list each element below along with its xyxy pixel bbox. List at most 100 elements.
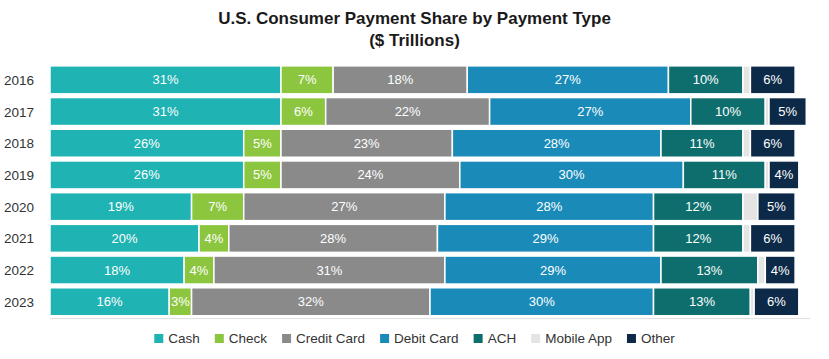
- data-label: 10%: [693, 72, 719, 87]
- bar-segment: [460, 161, 684, 189]
- bar-segment: [50, 193, 192, 221]
- data-label: 26%: [134, 167, 160, 182]
- y-tick-label: 2021: [4, 231, 34, 246]
- bar-segment: [654, 288, 751, 316]
- x-axis-line: [50, 318, 810, 319]
- data-label: 20%: [111, 231, 137, 246]
- data-label: 27%: [331, 199, 357, 214]
- bar-segment: [169, 288, 191, 316]
- bar-segment: [654, 193, 743, 221]
- bar-segment: [750, 129, 795, 157]
- data-label: 18%: [387, 72, 413, 87]
- data-label: 7%: [208, 199, 227, 214]
- data-label: 28%: [544, 136, 570, 151]
- data-label: 30%: [529, 294, 555, 309]
- bar-segment: [445, 193, 654, 221]
- bar-segment: [683, 161, 765, 189]
- data-label: 6%: [294, 104, 313, 119]
- legend-label: ACH: [488, 331, 517, 346]
- data-label: 5%: [767, 199, 786, 214]
- data-label: 4%: [771, 263, 790, 278]
- legend-label: Other: [641, 331, 675, 346]
- bar-segment: [691, 98, 766, 126]
- y-tick-label: 2017: [4, 105, 34, 120]
- data-label: 11%: [712, 167, 737, 182]
- data-label: 13%: [696, 263, 722, 278]
- legend-item: Debit Card: [380, 331, 459, 346]
- bar-segment: [281, 161, 460, 189]
- bar-segment: [50, 129, 244, 157]
- y-tick-label: 2016: [4, 73, 34, 88]
- bar-segment: [326, 98, 490, 126]
- bar-segment: [758, 256, 765, 284]
- data-label: 18%: [104, 263, 130, 278]
- data-label: 19%: [108, 199, 134, 214]
- legend-item: Other: [627, 331, 675, 346]
- bar-segment: [192, 288, 430, 316]
- bar-segment: [214, 256, 445, 284]
- data-label: 26%: [134, 136, 160, 151]
- data-label: 13%: [689, 294, 715, 309]
- data-label: 27%: [555, 72, 581, 87]
- legend: Cash Check Credit Card Debit Card ACH Mobile …: [154, 331, 675, 346]
- data-label: 6%: [763, 136, 782, 151]
- data-label: 32%: [298, 294, 324, 309]
- data-label: 24%: [357, 167, 383, 182]
- data-label: 27%: [577, 104, 603, 119]
- bar-segment: [452, 129, 661, 157]
- bar-segment: [769, 161, 799, 189]
- data-label: 28%: [536, 199, 562, 214]
- y-tick-label: 2023: [4, 295, 34, 310]
- y-tick-label: 2019: [4, 168, 34, 183]
- bar-segment: [281, 98, 326, 126]
- bar-segment: [50, 66, 281, 94]
- bar-segment: [668, 66, 743, 94]
- bar-segment: [244, 161, 281, 189]
- data-label: 31%: [152, 104, 178, 119]
- bar-segment: [50, 256, 184, 284]
- data-label: 28%: [320, 231, 346, 246]
- bar-segment: [50, 288, 169, 316]
- legend-item: ACH: [474, 331, 517, 346]
- legend-item: Mobile App: [531, 331, 612, 346]
- bar-segment: [437, 224, 653, 252]
- legend-item: Cash: [154, 331, 200, 346]
- bars: [50, 66, 806, 316]
- legend-label: Mobile App: [545, 331, 612, 346]
- y-tick-label: 2020: [4, 200, 34, 215]
- y-tick-label: 2018: [4, 136, 34, 151]
- bar-segment: [769, 98, 806, 126]
- data-label: 29%: [540, 263, 566, 278]
- page: {"chart_data": {"type": "bar", "orientat…: [0, 0, 829, 359]
- legend-swatch: [282, 334, 291, 343]
- data-label: 22%: [395, 104, 421, 119]
- bar-segment: [430, 288, 654, 316]
- bar-segment: [743, 129, 750, 157]
- bar-segment: [743, 224, 750, 252]
- bar-segment: [50, 224, 199, 252]
- bar-segment: [281, 66, 333, 94]
- subtitle: ($ Trillions): [369, 31, 460, 50]
- bar-segment: [199, 224, 229, 252]
- data-label: 6%: [763, 231, 782, 246]
- legend-item: Credit Card: [282, 331, 365, 346]
- data-label: 3%: [171, 294, 190, 309]
- legend-swatch: [474, 334, 483, 343]
- bar-segment: [765, 256, 795, 284]
- data-label: 5%: [778, 104, 797, 119]
- legend-swatch: [154, 334, 163, 343]
- legend-item: Check: [215, 331, 268, 346]
- data-label: 7%: [298, 72, 317, 87]
- bar-segment: [229, 224, 438, 252]
- bar-segment: [654, 224, 743, 252]
- title: U.S. Consumer Payment Share by Payment T…: [218, 9, 611, 28]
- data-label: 23%: [354, 136, 380, 151]
- legend-swatch: [531, 334, 540, 343]
- data-label: 5%: [253, 167, 272, 182]
- bar-segment: [445, 256, 661, 284]
- legend-swatch: [627, 334, 636, 343]
- data-label: 6%: [767, 294, 786, 309]
- data-label: 31%: [152, 72, 178, 87]
- data-label: 4%: [205, 231, 224, 246]
- bar-segment: [758, 193, 795, 221]
